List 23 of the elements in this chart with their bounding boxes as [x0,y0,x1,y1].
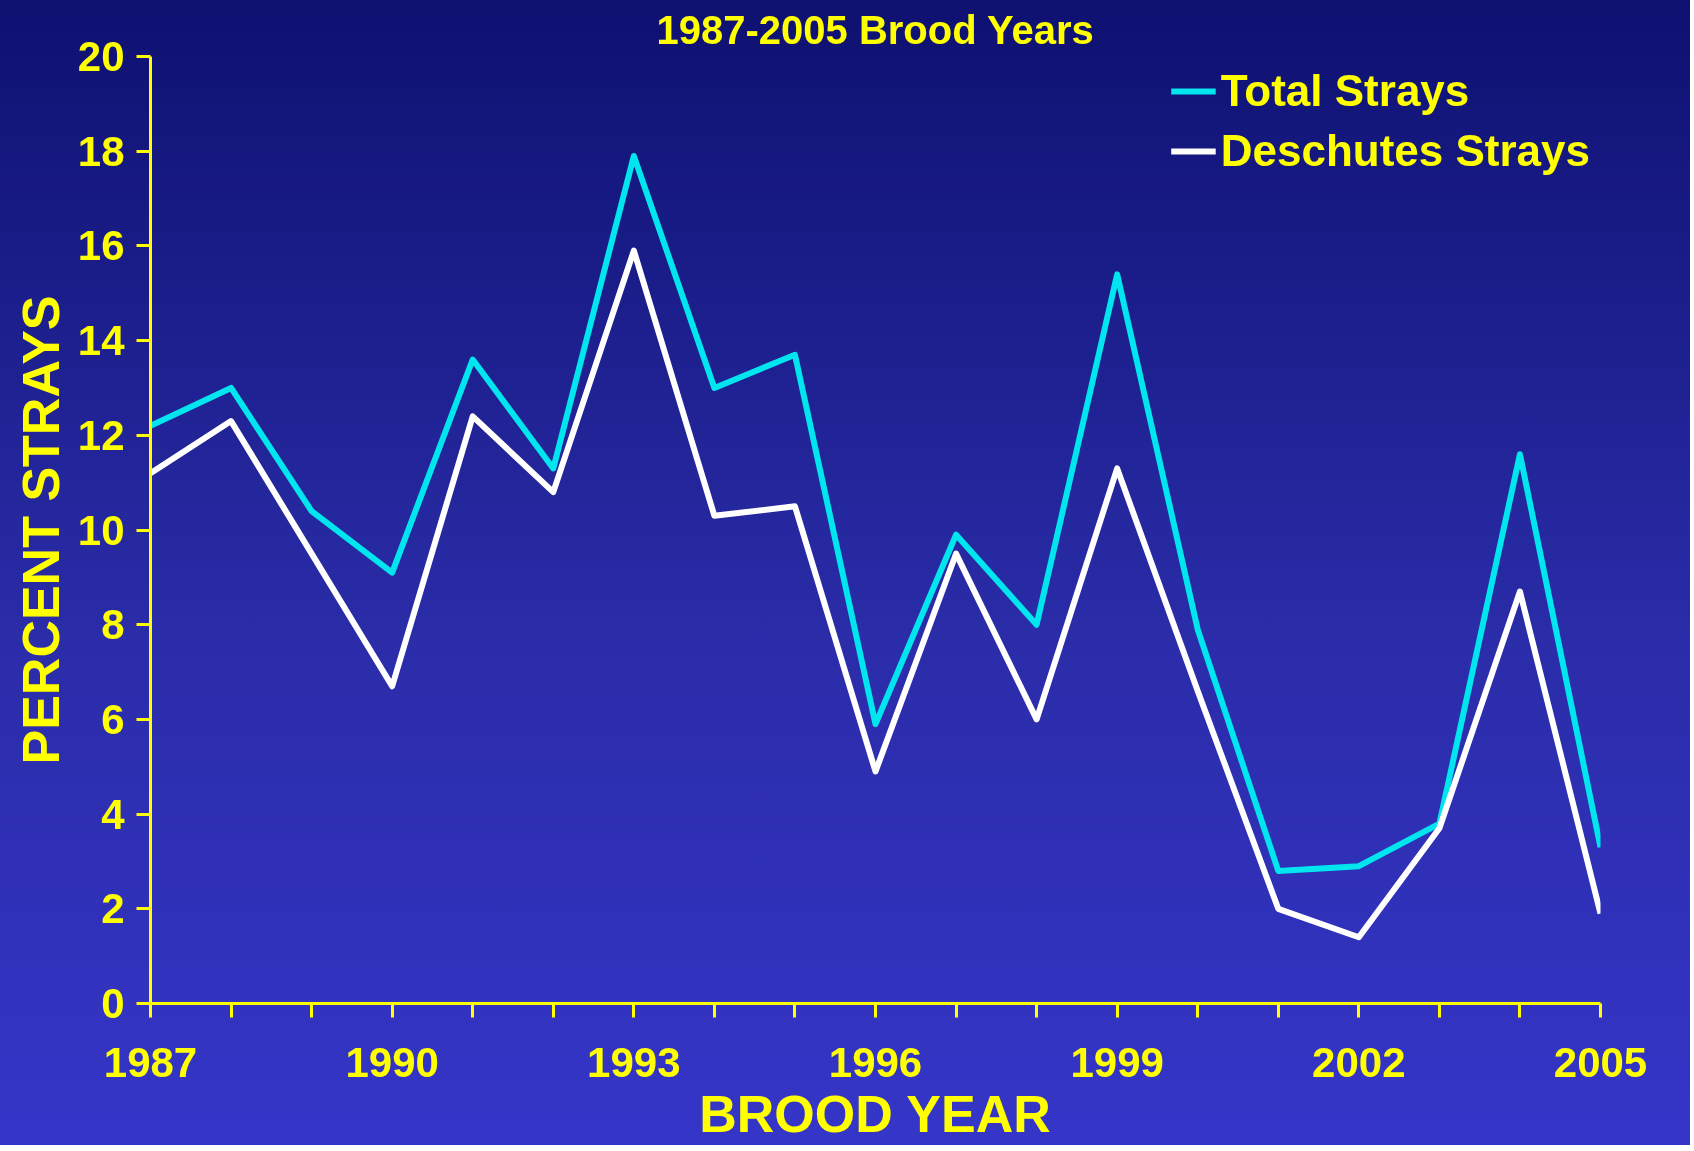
y-axis-title: PERCENT STRAYS [11,295,70,765]
legend-label: Total Strays [1220,66,1470,116]
x-tick-label: 2005 [1553,1038,1648,1086]
x-axis-title: BROOD YEAR [699,1084,1051,1143]
legend-label: Deschutes Strays [1220,126,1590,176]
chart-title: 1987-2005 Brood Years [656,7,1094,52]
y-tick-label: 2 [101,885,125,933]
x-tick-label: 1993 [587,1038,681,1086]
x-tick-label: 1987 [103,1038,198,1086]
y-tick-label: 8 [101,601,125,649]
y-tick-label: 18 [77,127,125,175]
y-tick-label: 20 [77,33,125,80]
y-tick-label: 12 [77,411,125,459]
y-tick-label: 14 [77,317,126,365]
x-tick-label: 1999 [1070,1038,1164,1086]
y-tick-label: 0 [101,980,125,1027]
x-tick-label: 1990 [345,1038,439,1086]
y-tick-label: 10 [77,506,125,554]
y-tick-label: 4 [101,790,126,838]
x-tick-label: 2002 [1312,1038,1406,1086]
x-tick-label: 1996 [828,1038,923,1086]
y-tick-label: 16 [77,222,125,270]
y-tick-label: 6 [101,695,125,743]
